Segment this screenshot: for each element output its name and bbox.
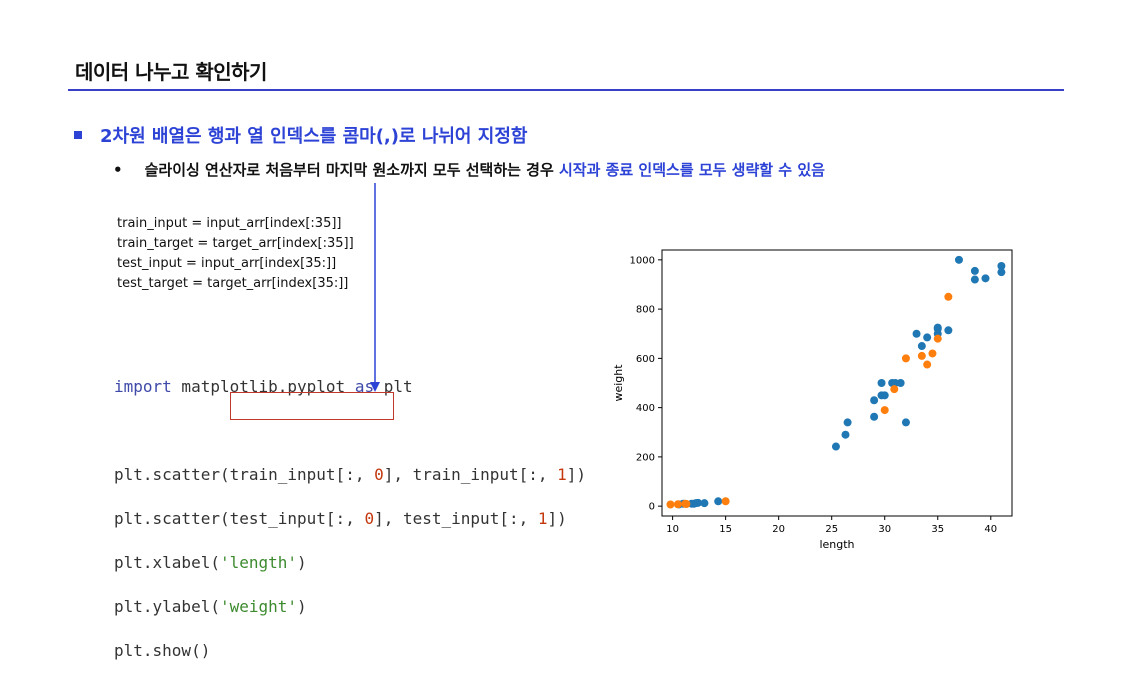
bullet2-marker: • xyxy=(113,161,123,179)
x-tick-label: 20 xyxy=(772,524,785,535)
scatter-point-train xyxy=(700,499,709,508)
slide-title: 데이터 나누고 확인하기 xyxy=(75,60,267,84)
scatter-point-train xyxy=(880,391,889,400)
bullet2-text: 슬라이싱 연산자로 처음부터 마지막 원소까지 모두 선택하는 경우 xyxy=(144,161,559,179)
scatter-point-train xyxy=(843,418,852,427)
code-text: ], test_input[:, xyxy=(374,509,538,528)
bullet1-text: 2차원 배열은 행과 열 인덱스를 콤마(,)로 나뉘어 지정함 xyxy=(100,126,528,147)
square-bullet-icon xyxy=(74,131,82,139)
y-tick-label: 600 xyxy=(636,354,655,365)
code-line-show: plt.show() xyxy=(114,641,211,660)
plot-area xyxy=(661,249,1013,517)
y-tick-label: 200 xyxy=(636,452,655,463)
code-number: 1 xyxy=(537,509,548,528)
code-text: plt.ylabel( xyxy=(114,597,220,616)
scatter-point-train xyxy=(694,498,703,507)
scatter-point-train xyxy=(877,379,886,387)
code-number: 1 xyxy=(557,465,567,484)
code-line-scatter-test: plt.scatter(test_input[:, 0], test_input… xyxy=(114,508,586,530)
scatter-point-train xyxy=(997,262,1006,271)
scatter-point-train xyxy=(923,333,932,342)
code-line-import: import matplotlib.pyplot as plt xyxy=(114,376,586,398)
scatter-point-train xyxy=(831,442,840,451)
scatter-point-train xyxy=(912,329,921,338)
x-tick-label: 40 xyxy=(984,524,997,535)
scatter-point-test xyxy=(682,500,691,509)
scatter-point-test xyxy=(880,406,889,415)
y-tick-label: 0 xyxy=(649,502,655,513)
scatter-point-train xyxy=(970,266,979,275)
x-tick-label: 30 xyxy=(878,524,891,535)
scatter-point-train xyxy=(870,396,879,405)
split-code-snippet: train_input = input_arr[index[:35]] trai… xyxy=(117,214,354,294)
code-text: ], train_input[:, xyxy=(383,465,558,484)
highlight-box xyxy=(230,392,394,420)
keyword: import xyxy=(114,377,172,396)
y-tick-label: 400 xyxy=(636,403,655,414)
code-text: plt.scatter(test_input[:, xyxy=(114,509,365,528)
bullet2-highlight: 시작과 종료 인덱스를 모두 생략할 수 있음 xyxy=(558,161,825,179)
x-tick-label: 15 xyxy=(719,524,732,535)
scatter-point-train xyxy=(933,324,942,333)
scatter-point-test xyxy=(923,360,932,369)
x-tick-label: 25 xyxy=(825,524,838,535)
code-line-scatter-train: plt.scatter(train_input[:, 0], train_inp… xyxy=(114,464,586,486)
split-code-line: test_target = target_arr[index[35:]] xyxy=(117,276,349,291)
code-text: ) xyxy=(297,597,307,616)
scatter-point-test xyxy=(721,497,730,506)
scatter-point-test xyxy=(673,500,682,509)
x-axis-label: length xyxy=(819,538,854,551)
scatter-point-train xyxy=(981,274,990,283)
scatter-point-test xyxy=(917,351,926,360)
x-tick-label: 10 xyxy=(666,524,679,535)
scatter-point-test xyxy=(928,349,937,358)
y-axis-label: weight xyxy=(612,364,625,402)
scatter-point-test xyxy=(933,334,942,343)
title-divider xyxy=(68,89,1064,91)
code-text: ) xyxy=(297,553,307,572)
code-number: 0 xyxy=(374,465,384,484)
scatter-point-test xyxy=(666,500,675,509)
scatter-point-train xyxy=(870,412,879,421)
scatter-point-train xyxy=(954,255,963,264)
code-line-ylabel: plt.ylabel('weight') xyxy=(114,596,586,618)
scatter-point-train xyxy=(896,379,905,387)
x-tick-label: 35 xyxy=(931,524,944,535)
code-string: 'length' xyxy=(219,553,298,572)
scatter-point-test xyxy=(901,354,910,363)
code-text: plt.xlabel( xyxy=(114,553,220,572)
keyword: as xyxy=(354,377,375,396)
scatter-point-test xyxy=(944,292,953,301)
code-line-xlabel: plt.xlabel('length') xyxy=(114,552,586,574)
y-tick-label: 800 xyxy=(636,305,655,316)
code-text: matplotlib.pyplot xyxy=(171,377,355,396)
scatter-point-train xyxy=(714,497,723,506)
split-code-line: test_input = input_arr[index[35:]] xyxy=(117,256,337,271)
bullet-level2: • 슬라이싱 연산자로 처음부터 마지막 원소까지 모두 선택하는 경우 시작과 … xyxy=(113,159,825,180)
scatter-point-train xyxy=(841,430,850,439)
bullet-level1: 2차원 배열은 행과 열 인덱스를 콤마(,)로 나뉘어 지정함 xyxy=(74,122,527,148)
code-number: 0 xyxy=(364,509,375,528)
scatter-point-train xyxy=(901,418,910,427)
scatter-point-test xyxy=(890,385,899,394)
scatter-point-train xyxy=(997,268,1006,277)
code-line-blank xyxy=(114,420,586,442)
code-text: ]) xyxy=(566,465,587,484)
y-tick-label: 1000 xyxy=(630,255,655,266)
scatter-point-train xyxy=(970,275,979,284)
code-string: 'weight' xyxy=(219,597,298,616)
code-text: plt xyxy=(374,377,413,396)
scatter-point-train xyxy=(917,342,926,351)
split-code-line: train_input = input_arr[index[:35]] xyxy=(117,216,342,231)
scatter-point-train xyxy=(944,326,953,335)
code-text: ]) xyxy=(547,509,567,528)
split-code-line: train_target = target_arr[index[:35]] xyxy=(117,236,354,251)
code-text: plt.scatter(train_input[:, xyxy=(114,465,375,484)
